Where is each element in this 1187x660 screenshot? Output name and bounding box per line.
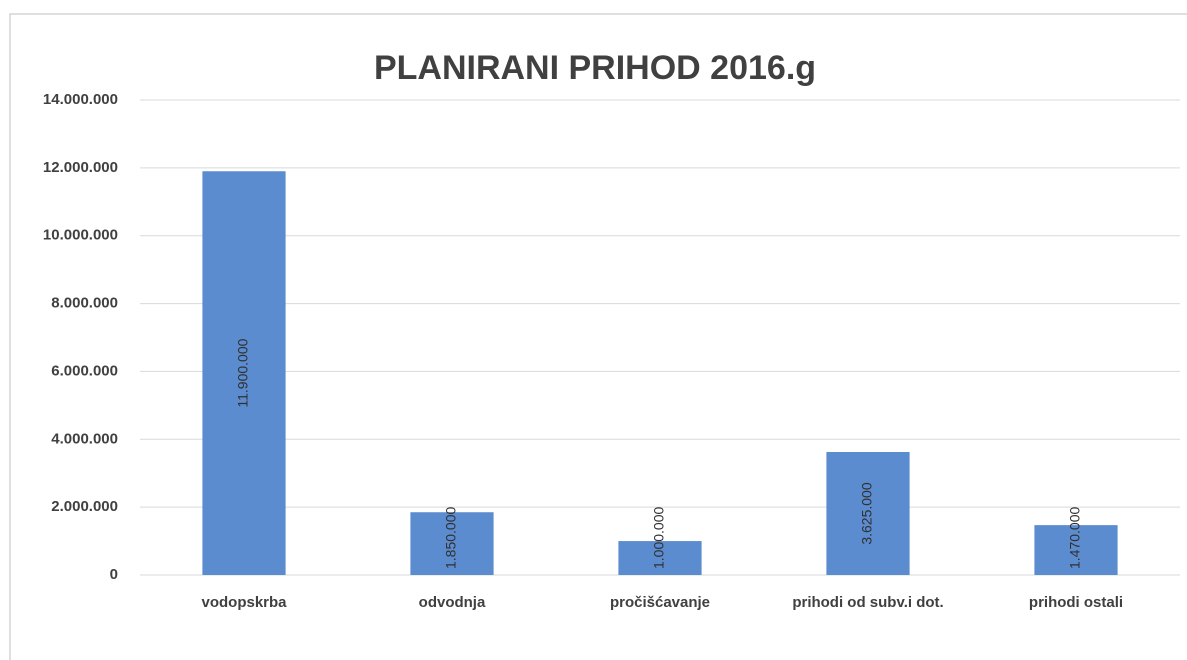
y-tick-label: 12.000.000 [43,159,118,176]
x-tick-label: prihodi od subv.i dot. [792,594,943,611]
bar [618,541,702,575]
y-tick-label: 4.000.000 [51,430,118,447]
data-label: 3.625.000 [859,482,875,544]
y-tick-label: 10.000.000 [43,227,118,244]
data-label: 1.000.000 [651,507,667,569]
x-tick-label: pročišćavanje [610,594,710,611]
bar [202,171,286,575]
bar [1034,525,1118,575]
data-label: 11.900.000 [235,338,251,407]
bar [410,512,494,575]
x-tick-label: odvodnja [419,594,486,611]
data-label: 1.470.000 [1067,507,1083,569]
x-tick-label: vodopskrba [201,594,287,611]
chart-frame [9,13,1187,660]
x-tick-label: prihodi ostali [1029,594,1123,611]
chart-title: PLANIRANI PRIHOD 2016.g [374,49,816,87]
bar [826,452,910,575]
y-tick-label: 14.000.000 [43,91,118,108]
y-tick-label: 2.000.000 [51,498,118,515]
data-label: 1.850.000 [443,507,459,569]
y-tick-label: 6.000.000 [51,362,118,379]
y-tick-label: 8.000.000 [51,295,118,312]
y-tick-label: 0 [110,566,118,583]
